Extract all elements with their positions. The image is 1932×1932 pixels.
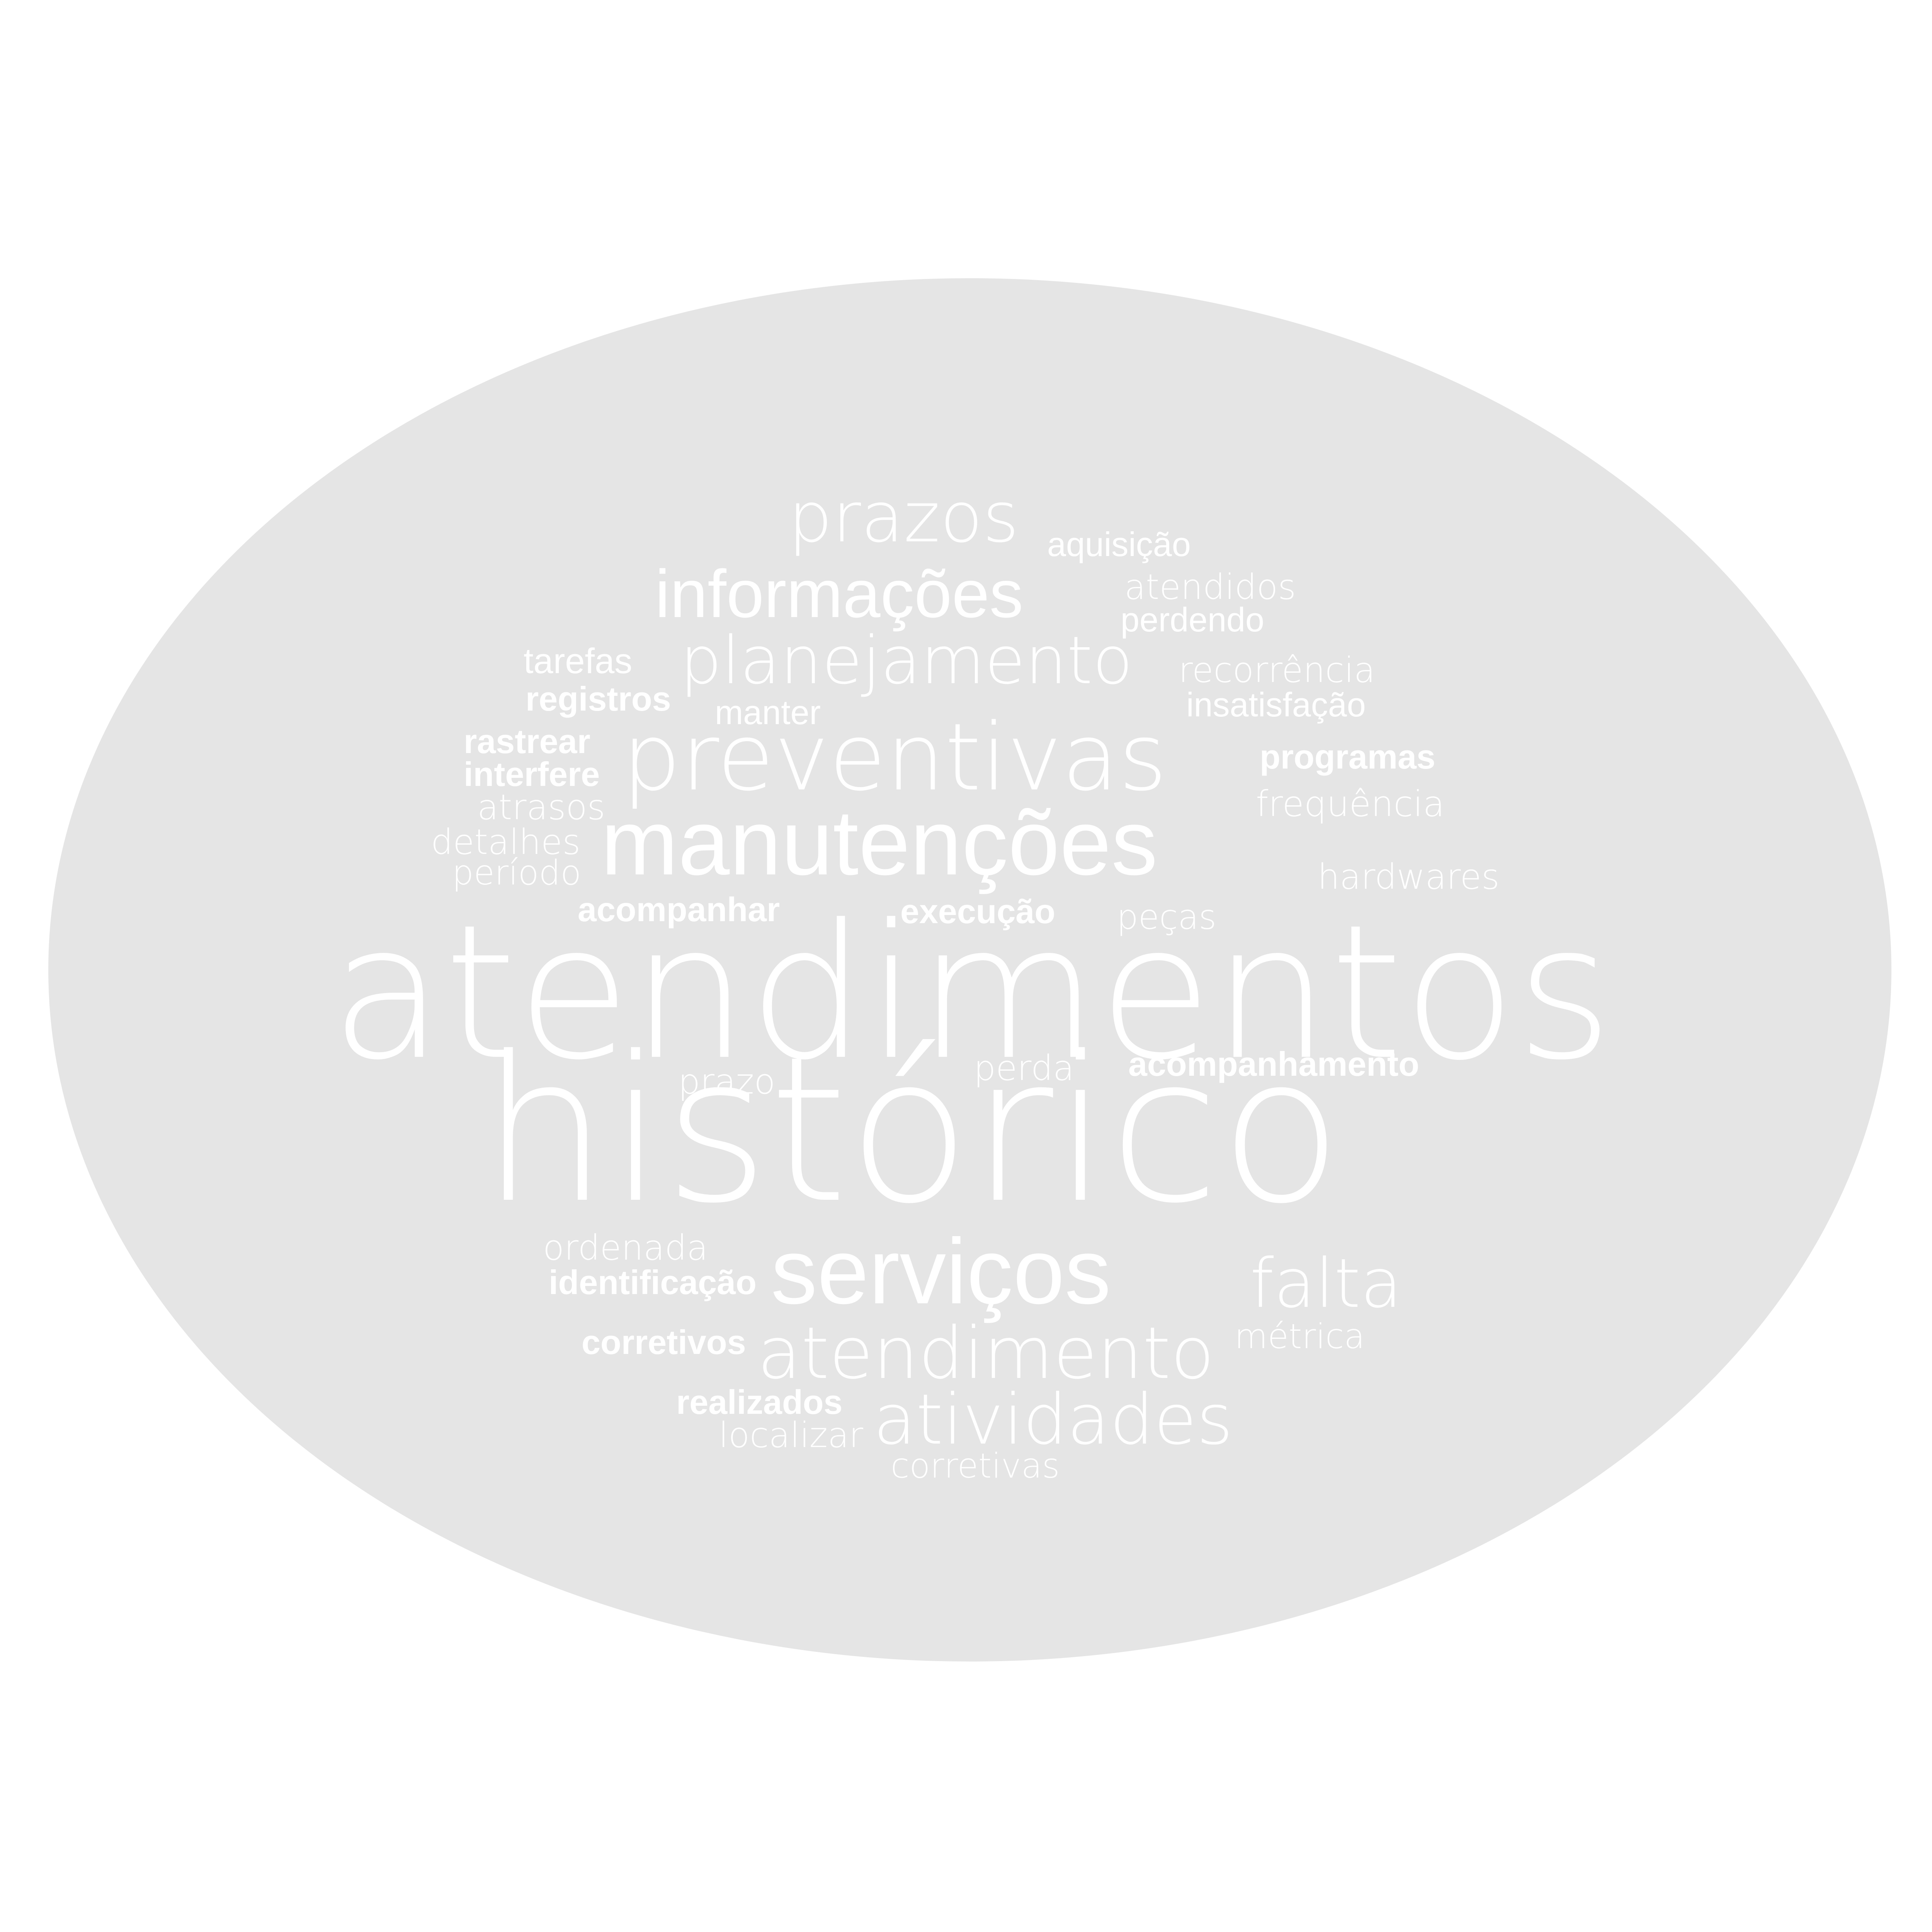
- word-insatisfacao: insatisfação: [1186, 685, 1366, 724]
- word-prazo: prazo: [678, 1061, 776, 1102]
- word-atrasos: atrasos: [477, 787, 605, 828]
- word-execucao: execução: [900, 892, 1056, 930]
- word-prazos: prazos: [788, 477, 1019, 558]
- word-servicos: serviços: [771, 1219, 1111, 1323]
- word-corretivos: corretivos: [582, 1323, 746, 1361]
- word-aquisicao: aquisição: [1047, 525, 1191, 563]
- word-cloud-ellipse: [48, 278, 1891, 1662]
- word-pecas: peças: [1117, 897, 1217, 937]
- word-periodo: período: [452, 853, 582, 893]
- word-corretivas: corretivas: [891, 1446, 1060, 1486]
- word-atividades: atividades: [873, 1379, 1233, 1460]
- word-informacoes: informações: [655, 556, 1024, 632]
- word-hardwares: hardwares: [1318, 857, 1500, 897]
- word-acompanhar: acompanhar: [578, 890, 780, 929]
- word-registros: registros: [526, 680, 671, 718]
- word-perda: perda: [974, 1048, 1075, 1088]
- word-frequencia: frequência: [1256, 783, 1445, 825]
- word-tarefas: tarefas: [524, 641, 633, 681]
- word-manter: manter: [715, 693, 821, 731]
- word-interfere: interfere: [464, 755, 600, 793]
- word-localizar: localizar: [719, 1415, 864, 1456]
- word-detalhes: detalhes: [431, 822, 581, 862]
- word-atendimentos: atendimentos: [330, 885, 1613, 1101]
- word-planejamento: planejamento: [680, 622, 1133, 699]
- word-recorrencia: recorrência: [1179, 650, 1376, 690]
- word-preventivas: preventivas: [622, 703, 1167, 811]
- word-programas: programas: [1260, 738, 1435, 776]
- word-atendimento: atendimento: [757, 1311, 1214, 1395]
- word-historico: histórico: [481, 1013, 1343, 1247]
- word-metrica: métrica: [1235, 1316, 1365, 1356]
- word-realizados: realizados: [676, 1383, 843, 1421]
- word-identificacao: identificação: [549, 1263, 757, 1301]
- word-acompanhamento: acompanhamento: [1128, 1045, 1420, 1083]
- word-manutencoes: manutenções: [601, 791, 1158, 894]
- word-ordenada: ordenada: [543, 1228, 708, 1268]
- word-rastrear: rastrear: [464, 722, 590, 760]
- word-falta: falta: [1250, 1245, 1402, 1323]
- word-perdendo: perdendo: [1121, 600, 1264, 639]
- word-atendidos: atendidos: [1124, 567, 1296, 607]
